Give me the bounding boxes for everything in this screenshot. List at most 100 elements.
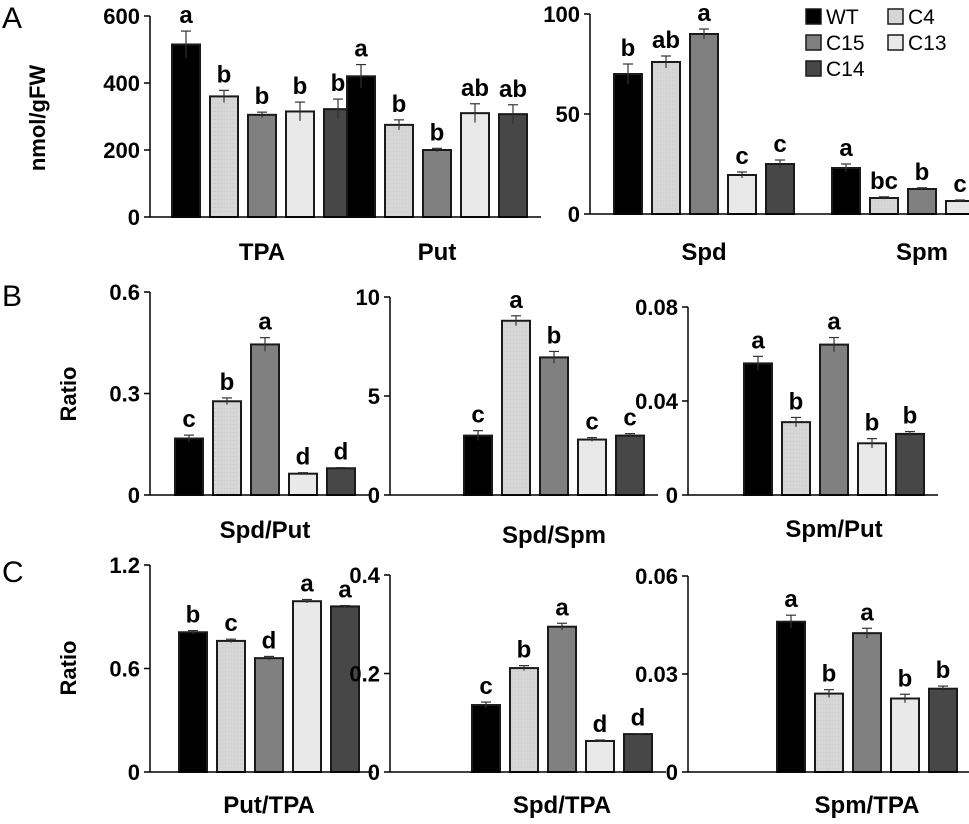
significance-letter: d	[334, 439, 349, 466]
y-tick-label: 50	[556, 102, 580, 127]
y-tick-label: 200	[103, 138, 140, 163]
bar-c15-spd-put	[250, 343, 280, 497]
x-category-label: TPA	[239, 239, 285, 266]
bar-wt-tpa	[171, 43, 201, 218]
bar-c4-put	[384, 123, 414, 218]
bar-wt-spm-tpa	[776, 620, 806, 773]
significance-letter: b	[430, 119, 445, 146]
bar-c4-spm-put	[781, 421, 811, 496]
bar-wt-spd-put	[174, 437, 204, 496]
significance-letter: a	[179, 2, 193, 29]
legend-label-c13: C13	[908, 32, 947, 55]
bar-c15-put-tpa	[254, 657, 284, 774]
significance-letter: a	[555, 594, 569, 621]
legend: WT C4 C15 C13 C14	[805, 6, 947, 81]
y-tick-label: 5	[368, 384, 380, 409]
y-tick-label: 0	[666, 760, 678, 785]
y-tick-label: 0	[666, 483, 678, 508]
significance-letter: a	[860, 599, 874, 626]
significance-letter: c	[224, 610, 237, 637]
bar-c13-spd-spm	[577, 438, 607, 496]
bar-c14-spd	[765, 163, 795, 215]
bar-c4-tpa	[209, 95, 239, 218]
legend-swatch-wt	[805, 8, 822, 25]
x-category-label: Put/TPA	[223, 792, 315, 819]
x-category-label: Spm	[896, 239, 948, 266]
y-tick-label: 10	[356, 285, 380, 310]
significance-letter: b	[186, 602, 201, 629]
significance-letter: b	[865, 410, 880, 437]
x-category-label: Put	[418, 239, 457, 266]
y-tick-label: 0.04	[635, 389, 679, 414]
y-tick-label: 0	[128, 483, 140, 508]
x-category-label: Spd	[681, 239, 726, 266]
bar-c14-spm-tpa	[928, 687, 958, 774]
bar-c13-spd-tpa	[585, 739, 615, 773]
chart-b1: 0 0.3 0.6 Ratio cb a d d Spd/Put	[56, 280, 369, 544]
significance-letter: b	[822, 661, 837, 688]
bar-c14-put	[498, 113, 528, 218]
significance-letter: b	[547, 322, 562, 349]
significance-letter: c	[471, 402, 484, 429]
significance-letter: b	[220, 369, 235, 396]
legend-swatch-c15	[805, 34, 822, 51]
bar-c14-spd-tpa	[623, 733, 653, 774]
x-category-label: Spm/Put	[785, 516, 882, 543]
bar-c13-put-tpa	[292, 600, 322, 773]
significance-letter: d	[296, 444, 311, 471]
bar-wt-spm	[831, 167, 861, 215]
significance-letter: b	[903, 403, 918, 430]
panel-label-a: A	[2, 2, 22, 35]
bar-c14-spm-put	[895, 432, 925, 496]
y-tick-label: 1.2	[109, 553, 140, 578]
bar-c4-spd-tpa	[509, 667, 539, 774]
significance-letter: c	[735, 143, 748, 170]
y-tick-label: 600	[103, 4, 140, 29]
significance-letter: bc	[870, 168, 898, 195]
significance-letter: d	[593, 711, 608, 738]
bar-c13-spm	[945, 200, 969, 215]
significance-letter: c	[773, 131, 786, 158]
legend-label-c14: C14	[826, 58, 865, 81]
y-tick-label: 0.06	[635, 564, 678, 589]
y-tick-label: 0.2	[349, 662, 380, 687]
y-tick-label: 400	[103, 71, 140, 96]
bar-c14-put-tpa	[330, 605, 360, 774]
legend-label-wt: WT	[826, 6, 859, 29]
bar-wt-put	[346, 75, 376, 218]
y-tick-label: 0.6	[109, 657, 140, 682]
legend-swatch-c14	[805, 60, 822, 77]
legend-swatch-c4	[887, 8, 904, 25]
legend-label-c15: C15	[826, 32, 865, 55]
significance-letter: ab	[652, 27, 680, 54]
significance-letter: a	[354, 36, 368, 63]
bar-c4-put-tpa	[216, 639, 246, 774]
y-tick-label: 0.08	[635, 295, 678, 320]
significance-letter: c	[623, 405, 636, 432]
bar-c15-spm-tpa	[852, 632, 882, 774]
bar-c13-spm-put	[857, 442, 887, 496]
significance-letter: a	[258, 309, 272, 336]
y-tick-label: 0	[568, 202, 580, 227]
y-tick-label: 0.6	[109, 280, 140, 305]
y-tick-label: 0.03	[635, 662, 678, 687]
legend-label-c4: C4	[908, 6, 935, 29]
y-tick-label: 100	[543, 2, 580, 27]
bar-c13-tpa	[285, 110, 315, 218]
significance-letter: a	[697, 0, 711, 27]
significance-letter: b	[392, 91, 407, 118]
bar-wt-put-tpa	[178, 631, 208, 774]
bar-wt-spd-spm	[463, 434, 493, 497]
bar-c15-tpa	[247, 113, 277, 218]
bar-c13-put	[460, 112, 490, 218]
x-category-label: Spm/TPA	[815, 792, 920, 819]
y-tick-label: 0	[128, 205, 140, 230]
significance-letter: a	[839, 135, 853, 162]
bar-c15-spd-spm	[539, 356, 569, 497]
significance-letter: b	[898, 665, 913, 692]
